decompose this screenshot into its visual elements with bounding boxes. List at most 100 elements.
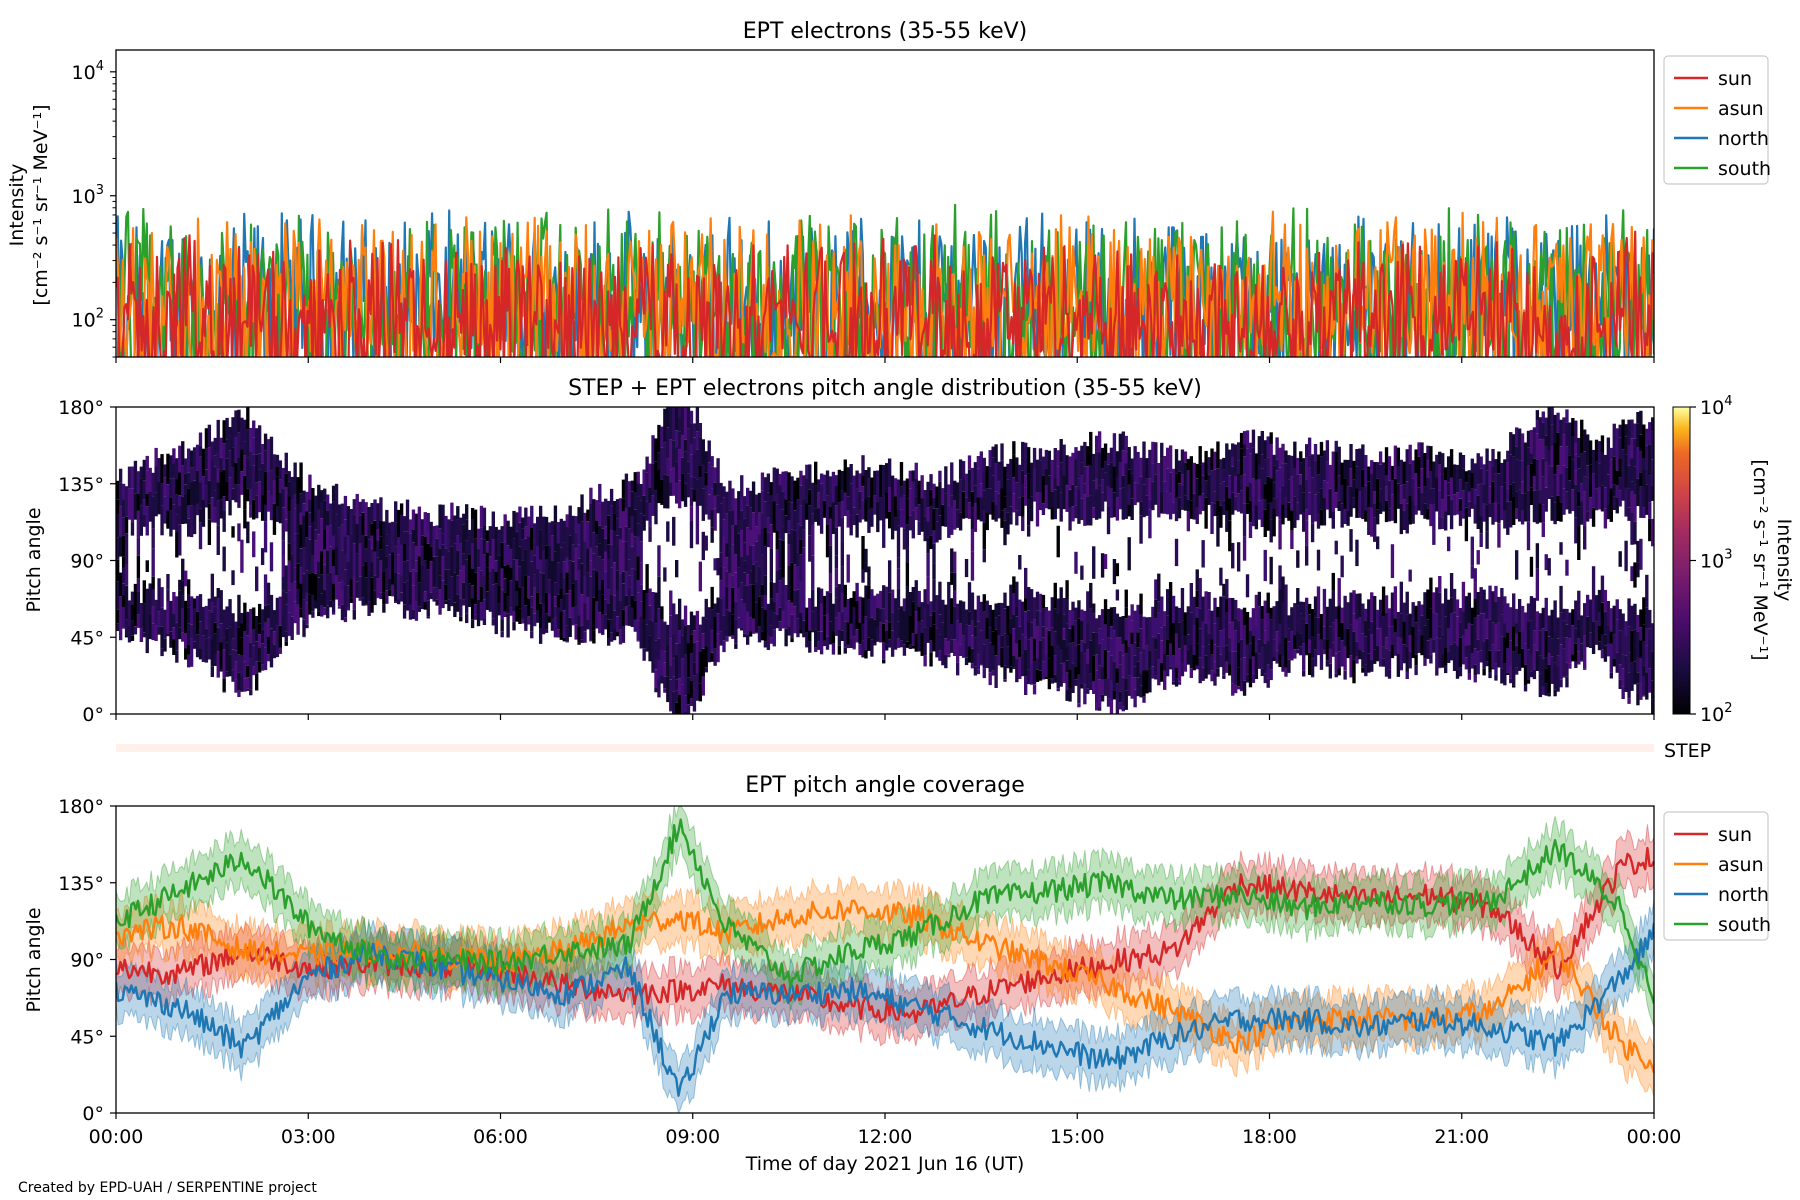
heatmap-cell <box>1225 443 1229 459</box>
heatmap-cell <box>1494 459 1498 474</box>
heatmap-cell <box>769 610 774 626</box>
heatmap-cell <box>1299 646 1303 656</box>
heatmap-cell <box>1086 688 1090 694</box>
heatmap-cell <box>1387 608 1392 627</box>
heatmap-cell <box>379 592 383 600</box>
heatmap-cell <box>367 601 371 616</box>
heatmap-cell <box>1417 442 1421 457</box>
heatmap-cell <box>1059 492 1063 522</box>
heatmap-cell <box>1154 638 1158 650</box>
heatmap-cell <box>435 538 439 557</box>
heatmap-cell <box>1325 606 1330 639</box>
heatmap-cell <box>935 486 939 509</box>
heatmap-cell <box>595 601 599 629</box>
panel2-ytick-label-2: 90° <box>70 551 104 573</box>
heatmap-cell <box>837 502 842 527</box>
heatmap-cell <box>964 624 969 658</box>
heatmap-cell <box>787 626 791 636</box>
heatmap-cell <box>914 462 918 479</box>
heatmap-cell <box>657 660 661 679</box>
heatmap-cell <box>1405 503 1409 534</box>
heatmap-cell <box>1284 618 1288 638</box>
heatmap-cell <box>1615 470 1619 486</box>
heatmap-cell <box>672 603 676 634</box>
heatmap-cell <box>1180 620 1185 637</box>
heatmap-cell <box>1609 672 1613 679</box>
heatmap-cell <box>314 600 318 609</box>
heatmap-cell <box>666 407 670 428</box>
heatmap-cell <box>1210 670 1214 682</box>
heatmap-cell <box>1458 608 1463 623</box>
heatmap-cell <box>157 458 161 482</box>
heatmap-cell <box>1618 490 1622 507</box>
heatmap-cell <box>320 574 324 594</box>
heatmap-cell <box>1343 509 1347 524</box>
heatmap-cell <box>1053 478 1057 490</box>
heatmap-cell <box>589 606 593 641</box>
heatmap-cell <box>1077 478 1081 490</box>
heatmap-cell <box>1065 660 1069 673</box>
heatmap-cell <box>964 609 969 625</box>
heatmap-cell <box>967 611 972 626</box>
heatmap-cell <box>1071 601 1075 612</box>
heatmap-cell <box>1470 607 1474 625</box>
heatmap-cell <box>923 607 927 628</box>
heatmap-cell <box>219 499 223 519</box>
heatmap-cell <box>719 528 723 553</box>
heatmap-cell <box>201 635 206 662</box>
heatmap-cell <box>1307 614 1312 640</box>
heatmap-cell <box>893 598 898 631</box>
heatmap-cell <box>116 480 120 500</box>
heatmap-cell <box>621 498 626 512</box>
heatmap-cell <box>1476 592 1480 616</box>
heatmap-cell <box>828 592 833 622</box>
heatmap-cell <box>911 601 915 614</box>
heatmap-cell <box>1024 676 1028 695</box>
heatmap-cell <box>1565 446 1569 468</box>
heatmap-cell <box>240 539 244 573</box>
heatmap-cell <box>648 605 652 620</box>
heatmap-cell <box>1245 503 1250 514</box>
heatmap-cell <box>1145 496 1149 516</box>
heatmap-cell <box>1432 592 1436 613</box>
heatmap-cell <box>1148 499 1152 510</box>
heatmap-cell <box>524 626 528 631</box>
heatmap-cell <box>896 621 901 639</box>
heatmap-cell <box>1154 579 1158 600</box>
heatmap-cell <box>1325 660 1330 667</box>
heatmap-cell <box>1538 655 1543 674</box>
heatmap-cell <box>204 469 209 486</box>
heatmap-cell <box>284 519 288 532</box>
heatmap-cell <box>269 436 274 471</box>
heatmap-cell <box>618 527 623 540</box>
heatmap-cell <box>547 616 552 623</box>
heatmap-cell <box>1083 494 1087 526</box>
heatmap-cell <box>908 644 913 649</box>
heatmap-cell <box>1364 620 1368 637</box>
heatmap-cell <box>816 641 821 650</box>
heatmap-cell <box>1627 598 1631 627</box>
heatmap-cell <box>1568 638 1572 663</box>
heatmap-cell <box>654 490 658 525</box>
heatmap-cell <box>506 596 510 614</box>
heatmap-cell <box>207 637 212 660</box>
heatmap-cell <box>1316 549 1321 571</box>
heatmap-cell <box>186 448 191 473</box>
heatmap-cell <box>1275 631 1279 651</box>
heatmap-cell <box>577 523 581 545</box>
heatmap-cell <box>689 410 694 424</box>
heatmap-cell <box>601 559 605 580</box>
heatmap-cell <box>116 499 120 514</box>
heatmap-cell <box>719 482 723 504</box>
heatmap-cell <box>1168 445 1173 473</box>
heatmap-cell <box>296 504 300 534</box>
heatmap-cell <box>1263 643 1267 674</box>
heatmap-cell <box>252 499 256 520</box>
heatmap-cell <box>408 533 413 554</box>
heatmap-cell <box>757 492 762 513</box>
heatmap-cell <box>470 508 475 520</box>
heatmap-cell <box>698 465 703 478</box>
heatmap-cell <box>751 512 756 546</box>
heatmap-cell <box>1219 654 1223 668</box>
heatmap-cell <box>293 581 297 602</box>
